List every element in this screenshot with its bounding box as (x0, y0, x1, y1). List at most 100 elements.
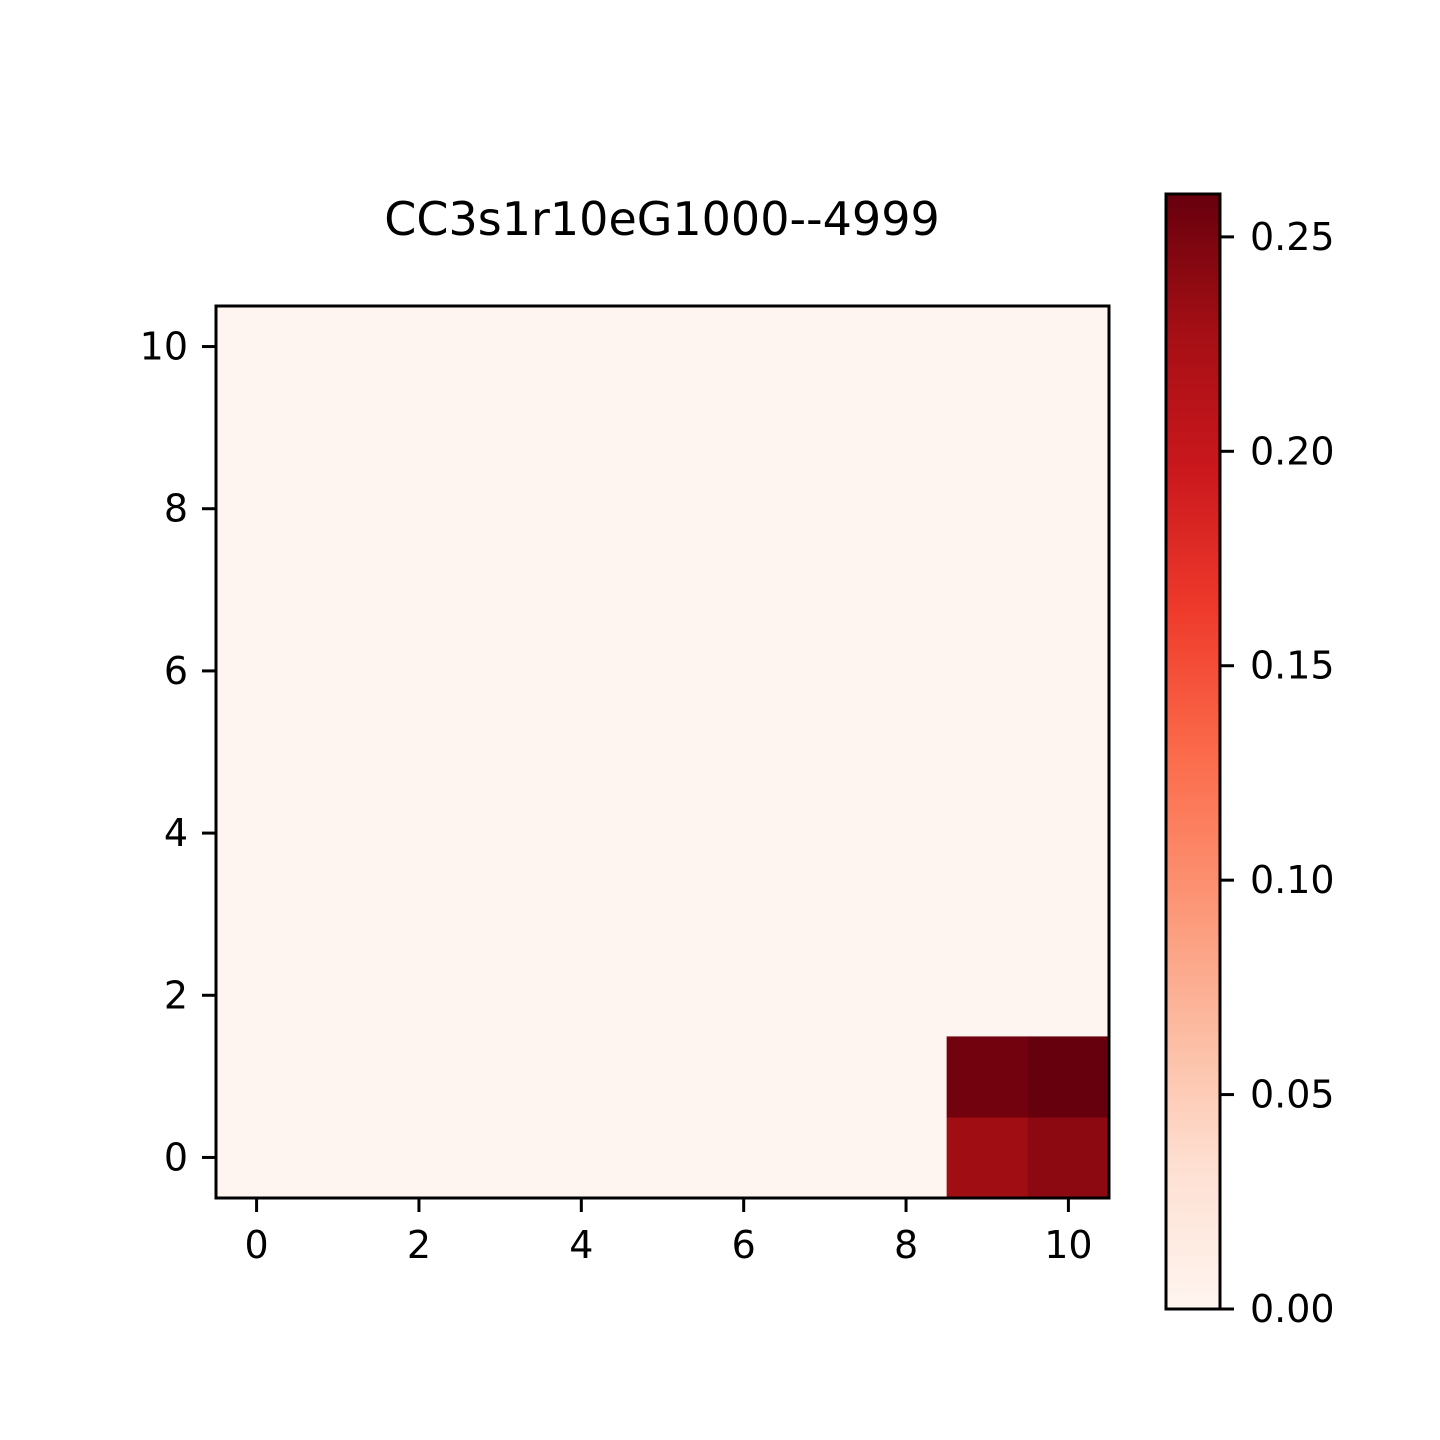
heatmap-cell (946, 1035, 1029, 1118)
heatmap-cell (459, 630, 542, 713)
colorbar-tick-label: 0.15 (1250, 644, 1335, 688)
heatmap-cell (621, 711, 704, 794)
heatmap-cell (865, 1116, 948, 1199)
heatmap-cell (378, 1035, 461, 1118)
heatmap-cell (703, 792, 785, 875)
y-tick-label: 0 (164, 1135, 188, 1179)
heatmap-cell (297, 468, 379, 550)
plot-frame (214, 304, 1111, 1200)
heatmap-cell (378, 954, 461, 1037)
heatmap-cell (1027, 306, 1110, 388)
y-tick-label: 2 (164, 973, 188, 1017)
heatmap-cell (216, 873, 298, 956)
colorbar-tick-label: 0.25 (1250, 215, 1335, 259)
heatmap-cell (540, 630, 623, 713)
heatmap-cell (946, 468, 1029, 550)
heatmap-cell (703, 387, 785, 469)
heatmap-cell (297, 711, 379, 794)
heatmap-cell (621, 387, 704, 469)
heatmap-cell (216, 468, 298, 550)
heatmap-cell (946, 873, 1029, 956)
heatmap-cell (297, 387, 379, 469)
heatmap-cell (297, 1116, 379, 1199)
heatmap-cell (703, 711, 785, 794)
heatmap-cell (621, 1035, 704, 1118)
heatmap-cell (540, 711, 623, 794)
y-tick-label: 10 (140, 325, 188, 369)
chart-title: CC3s1r10eG1000--4999 (384, 192, 939, 246)
heatmap-cell (703, 306, 785, 388)
colorbar-ticks: 0.00 0.05 0.10 0.15 0.20 0.25 (1220, 215, 1335, 1331)
heatmap-cell (784, 873, 867, 956)
colorbar: 0.00 0.05 0.10 0.15 0.20 0.25 (1164, 192, 1335, 1331)
heatmap-cell (946, 954, 1029, 1037)
heatmap-cell (865, 306, 948, 388)
heatmap-cell (1027, 1035, 1110, 1118)
colorbar-tick-label: 0.20 (1250, 429, 1335, 473)
heatmap-cell (784, 630, 867, 713)
heatmap-cell (459, 468, 542, 550)
y-axis: 0 2 4 6 8 10 (140, 325, 216, 1179)
heatmap-cell (1027, 873, 1110, 956)
heatmap-cell (784, 1035, 867, 1118)
heatmap-cell (946, 711, 1029, 794)
y-tick-label: 6 (164, 649, 188, 693)
heatmap-cell (378, 1116, 461, 1199)
heatmap-cell (621, 954, 704, 1037)
heatmap-cell (865, 468, 948, 550)
heatmap-cell (216, 630, 298, 713)
heatmap-cell (216, 387, 298, 469)
heatmap-cell (621, 306, 704, 388)
heatmap-cell (946, 792, 1029, 875)
heatmap-cell (297, 873, 379, 956)
heatmap-cell (297, 1035, 379, 1118)
heatmap-cell (784, 792, 867, 875)
heatmap-cell (703, 954, 785, 1037)
x-tick-label: 10 (1044, 1223, 1092, 1267)
heatmap-cell (216, 954, 298, 1037)
heatmap-cell (784, 387, 867, 469)
y-tick-label: 8 (164, 487, 188, 531)
colorbar-gradient (1164, 192, 1222, 1311)
heatmap-cell (784, 711, 867, 794)
heatmap-cell (703, 549, 785, 631)
heatmap-cell (216, 1116, 298, 1199)
heatmap-cell (540, 1116, 623, 1199)
heatmap-cell (784, 306, 867, 388)
heatmap-cell (1027, 954, 1110, 1037)
heatmap-cell (459, 387, 542, 469)
heatmap-cell (1027, 387, 1110, 469)
heatmap-cell (865, 387, 948, 469)
heatmap-cell (540, 954, 623, 1037)
heatmap-cell (621, 630, 704, 713)
heatmap-cell (378, 873, 461, 956)
heatmap-cell (621, 792, 704, 875)
heatmap-cell (297, 954, 379, 1037)
heatmap-cell (621, 468, 704, 550)
heatmap-cell (378, 468, 461, 550)
heatmap-cell (378, 711, 461, 794)
heatmap-cell (459, 1035, 542, 1118)
heatmap-cell (459, 954, 542, 1037)
heatmap-cell (865, 630, 948, 713)
heatmap-cell (1027, 711, 1110, 794)
heatmap-cell (216, 306, 298, 388)
heatmap-cell (540, 306, 623, 388)
heatmap-cell (946, 306, 1029, 388)
heatmap-cell (1027, 468, 1110, 550)
heatmap-cell (378, 792, 461, 875)
heatmap-cell (459, 549, 542, 631)
heatmap-cell (784, 468, 867, 550)
heatmap-cell (946, 1116, 1029, 1199)
heatmap-cell (297, 549, 379, 631)
x-tick-label: 4 (569, 1223, 593, 1267)
heatmap-cell (703, 873, 785, 956)
heatmap-cell (703, 630, 785, 713)
x-tick-label: 0 (244, 1223, 268, 1267)
heatmap-cell (865, 873, 948, 956)
heatmap-cell (297, 630, 379, 713)
heatmap-cell (784, 954, 867, 1037)
heatmap-cell (1027, 1116, 1110, 1199)
heatmap-cell (1027, 792, 1110, 875)
